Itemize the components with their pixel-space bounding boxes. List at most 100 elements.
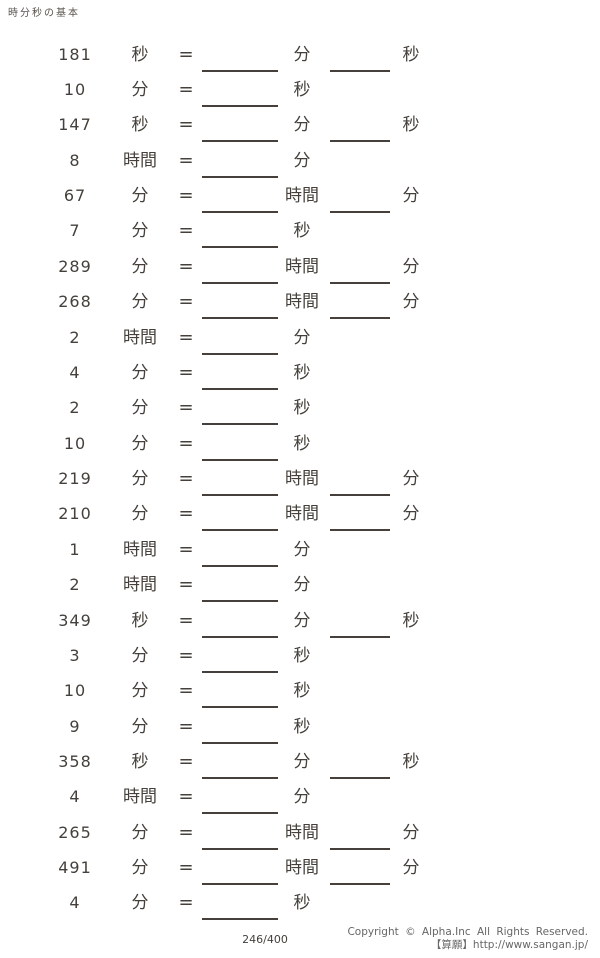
- answer-blank-2: [330, 494, 390, 497]
- equals-sign: =: [178, 361, 194, 383]
- problem-row: 4 分 = 秒: [0, 889, 600, 925]
- equals-sign: =: [178, 255, 194, 277]
- problem-unit: 分: [131, 79, 149, 100]
- answer-blank-1: [202, 600, 278, 603]
- problem-row: 268 分 = 時間 分: [0, 288, 600, 324]
- problem-row: 289 分 = 時間 分: [0, 253, 600, 289]
- problem-row: 7 分 = 秒: [0, 217, 600, 253]
- answer-blank-1: [202, 812, 278, 815]
- problem-value: 3: [69, 645, 81, 665]
- problem-unit: 分: [131, 292, 149, 313]
- answer-blank-2: [330, 635, 390, 638]
- answer-unit-2: 分: [402, 822, 420, 843]
- problem-unit: 分: [131, 681, 149, 702]
- problem-row: 147 秒 = 分 秒: [0, 111, 600, 147]
- answer-blank-1: [202, 211, 278, 214]
- problem-unit: 分: [131, 893, 149, 914]
- equals-sign: =: [178, 503, 194, 525]
- answer-unit-1: 分: [293, 575, 311, 596]
- answer-blank-2: [330, 317, 390, 320]
- answer-unit-1: 時間: [285, 504, 319, 525]
- equals-sign: =: [178, 185, 194, 207]
- answer-unit-2: 分: [402, 469, 420, 490]
- problem-row: 2 時間 = 分: [0, 571, 600, 607]
- equals-sign: =: [178, 644, 194, 666]
- answer-blank-1: [202, 529, 278, 532]
- answer-blank-2: [330, 883, 390, 886]
- problem-value: 2: [69, 398, 81, 418]
- problem-row: 67 分 = 時間 分: [0, 182, 600, 218]
- problem-value: 67: [63, 186, 87, 206]
- page-number: 246/400: [242, 933, 288, 946]
- problem-unit: 時間: [123, 575, 157, 596]
- answer-blank-1: [202, 246, 278, 249]
- equals-sign: =: [178, 715, 194, 737]
- answer-unit-1: 分: [293, 115, 311, 136]
- problem-value: 10: [63, 433, 87, 453]
- problem-row: 210 分 = 時間 分: [0, 500, 600, 536]
- problem-unit: 秒: [131, 610, 149, 631]
- answer-blank-1: [202, 69, 278, 72]
- answer-blank-1: [202, 847, 278, 850]
- answer-unit-2: 分: [402, 504, 420, 525]
- problem-unit: 秒: [131, 115, 149, 136]
- problem-row: 10 分 = 秒: [0, 430, 600, 466]
- problem-row: 4 時間 = 分: [0, 783, 600, 819]
- answer-unit-1: 秒: [293, 433, 311, 454]
- problem-unit: 分: [131, 504, 149, 525]
- problem-unit: 秒: [131, 752, 149, 772]
- answer-unit-1: 時間: [285, 292, 319, 313]
- problem-value: 10: [63, 79, 87, 99]
- problem-value: 181: [58, 44, 92, 64]
- problem-value: 289: [58, 256, 92, 276]
- answer-blank-1: [202, 635, 278, 638]
- problem-unit: 分: [131, 716, 149, 737]
- problem-row: 4 分 = 秒: [0, 359, 600, 395]
- problem-value: 4: [69, 787, 81, 807]
- equals-sign: =: [178, 751, 194, 772]
- problem-unit: 時間: [123, 539, 157, 560]
- answer-unit-1: 時間: [285, 469, 319, 490]
- problem-unit: 時間: [123, 787, 157, 808]
- answer-unit-1: 分: [293, 327, 311, 348]
- problem-value: 4: [69, 362, 81, 382]
- problem-value: 8: [69, 150, 81, 170]
- equals-sign: =: [178, 609, 194, 631]
- problem-value: 147: [58, 115, 92, 135]
- problem-row: 10 分 = 秒: [0, 677, 600, 713]
- answer-blank-2: [330, 281, 390, 284]
- answer-blank-1: [202, 387, 278, 390]
- problem-value: 2: [69, 327, 81, 347]
- equals-sign: =: [178, 43, 194, 65]
- equals-sign: =: [178, 468, 194, 490]
- problem-unit: 分: [131, 221, 149, 242]
- answer-unit-1: 秒: [293, 398, 311, 419]
- problem-unit: 分: [131, 469, 149, 490]
- answer-blank-1: [202, 777, 278, 779]
- answer-unit-2: 分: [402, 292, 420, 313]
- problem-row: 8 時間 = 分: [0, 147, 600, 183]
- problem-unit: 時間: [123, 150, 157, 171]
- answer-unit-1: 秒: [293, 79, 311, 100]
- answer-unit-1: 分: [293, 610, 311, 631]
- answer-blank-1: [202, 741, 278, 744]
- answer-unit-1: 分: [293, 539, 311, 560]
- problem-unit: 分: [131, 433, 149, 454]
- answer-unit-1: 秒: [293, 681, 311, 702]
- answer-blank-1: [202, 883, 278, 886]
- site-url-line: 【算願】http://www.sangan.jp/: [430, 939, 588, 951]
- answer-blank-2: [330, 140, 390, 143]
- problem-unit: 分: [131, 186, 149, 207]
- answer-blank-1: [202, 494, 278, 497]
- answer-unit-1: 分: [293, 44, 311, 65]
- equals-sign: =: [178, 786, 194, 808]
- problem-value: 358: [58, 752, 92, 771]
- answer-unit-1: 秒: [293, 716, 311, 737]
- answer-blank-1: [202, 706, 278, 709]
- answer-unit-2: 分: [402, 186, 420, 207]
- answer-unit-1: 時間: [285, 858, 319, 879]
- answer-blank-1: [202, 670, 278, 673]
- answer-unit-1: 時間: [285, 256, 319, 277]
- answer-blank-2: [330, 777, 390, 779]
- problem-value: 349: [58, 610, 92, 630]
